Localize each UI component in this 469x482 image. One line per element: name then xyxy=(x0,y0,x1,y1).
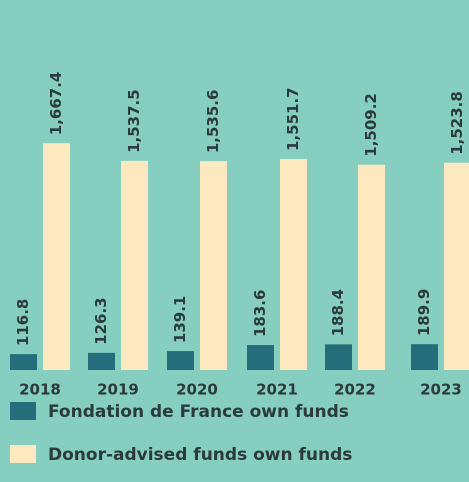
legend-swatch xyxy=(10,402,36,420)
bar xyxy=(444,162,469,370)
legend-label: Donor-advised funds own funds xyxy=(48,445,352,465)
x-tick-label: 2022 xyxy=(334,381,376,399)
data-label: 1,667.4 xyxy=(47,72,65,136)
bar xyxy=(247,345,274,370)
bar xyxy=(200,161,227,370)
x-tick-label: 2021 xyxy=(256,381,298,399)
data-label: 1,535.6 xyxy=(204,90,222,154)
bar xyxy=(167,351,194,370)
data-label: 1,523.8 xyxy=(448,91,466,155)
data-label: 183.6 xyxy=(251,290,269,337)
legend-label: Fondation de France own funds xyxy=(48,402,349,422)
data-label: 189.9 xyxy=(415,289,433,336)
data-label: 116.8 xyxy=(14,299,32,346)
data-label: 1,509.2 xyxy=(362,93,380,157)
bar xyxy=(325,344,352,370)
x-tick-label: 2020 xyxy=(176,381,218,399)
data-label: 1,551.7 xyxy=(284,87,302,151)
data-label: 126.3 xyxy=(92,297,110,344)
x-tick-label: 2023 xyxy=(420,381,462,399)
bar xyxy=(88,352,115,370)
data-label: 188.4 xyxy=(329,289,347,336)
bar xyxy=(358,164,385,370)
bar xyxy=(121,160,148,370)
data-label: 1,537.5 xyxy=(125,89,143,153)
bar xyxy=(280,158,307,370)
legend-swatch xyxy=(10,445,36,463)
x-tick-label: 2019 xyxy=(97,381,139,399)
bar xyxy=(411,344,438,370)
data-label: 139.1 xyxy=(171,296,189,343)
bar xyxy=(10,354,37,370)
x-tick-label: 2018 xyxy=(19,381,61,399)
bar xyxy=(43,143,70,370)
